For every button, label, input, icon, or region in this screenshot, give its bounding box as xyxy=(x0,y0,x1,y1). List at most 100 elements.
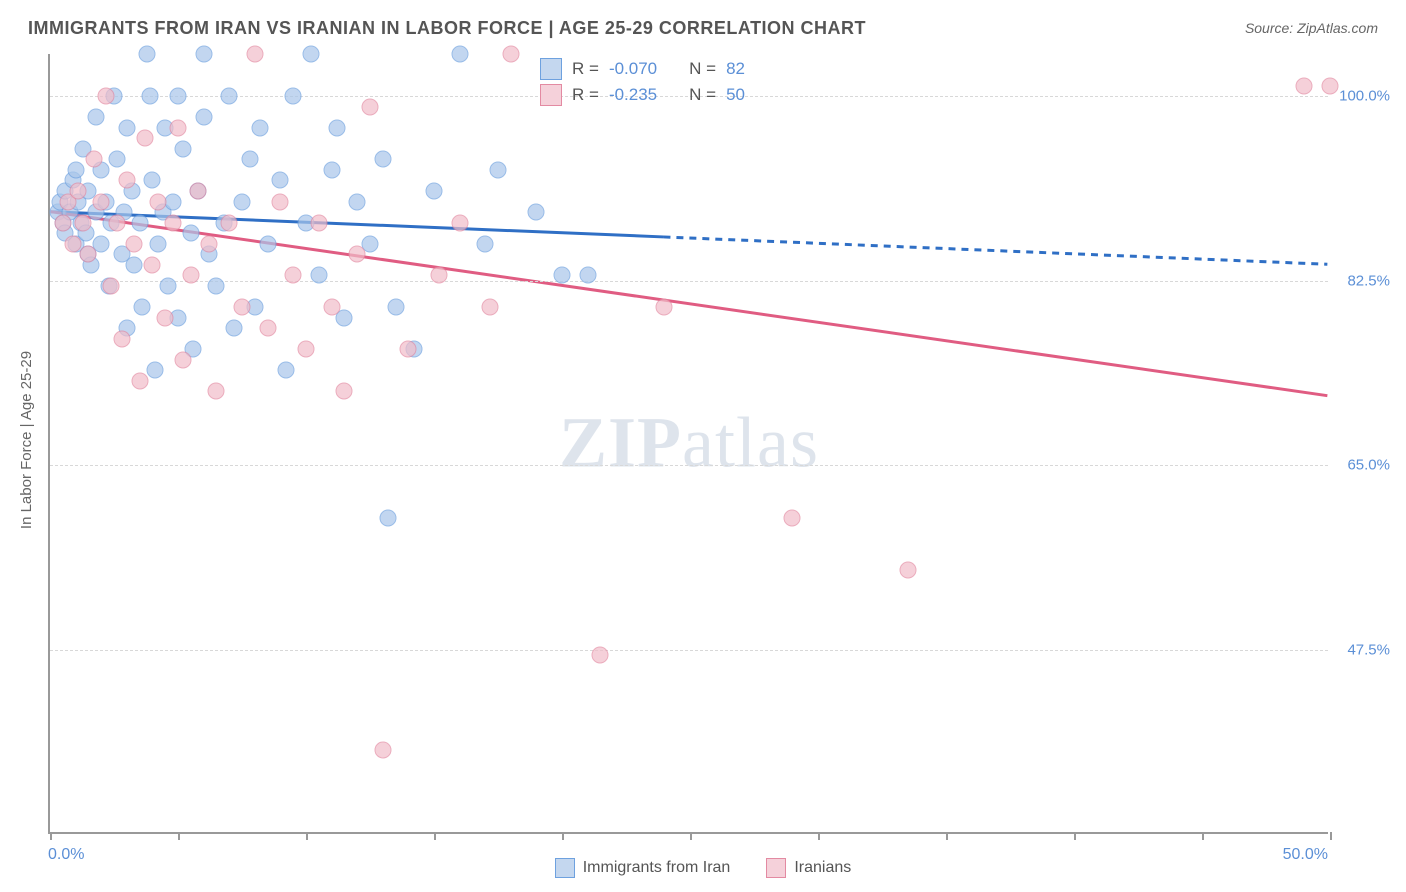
data-point xyxy=(139,46,156,63)
r-value: -0.235 xyxy=(609,85,657,105)
data-point xyxy=(70,183,87,200)
data-point xyxy=(93,193,110,210)
data-point xyxy=(195,109,212,126)
gridline xyxy=(50,650,1328,651)
legend-stats: R =-0.070N =82R =-0.235N =50 xyxy=(540,58,745,110)
data-point xyxy=(80,246,97,263)
data-point xyxy=(502,46,519,63)
x-tick xyxy=(946,832,948,840)
data-point xyxy=(379,509,396,526)
data-point xyxy=(387,298,404,315)
r-label: R = xyxy=(572,85,599,105)
data-point xyxy=(98,88,115,105)
data-point xyxy=(67,161,84,178)
data-point xyxy=(259,235,276,252)
data-point xyxy=(431,267,448,284)
x-tick xyxy=(306,832,308,840)
data-point xyxy=(136,130,153,147)
data-point xyxy=(554,267,571,284)
data-point xyxy=(113,330,130,347)
data-point xyxy=(221,88,238,105)
plot-area: ZIPatlas 100.0%82.5%65.0%47.5% xyxy=(48,54,1328,834)
data-point xyxy=(146,362,163,379)
data-point xyxy=(336,383,353,400)
data-point xyxy=(164,193,181,210)
data-point xyxy=(131,214,148,231)
data-point xyxy=(241,151,258,168)
legend-stat-row: R = -0.235 N = 50 xyxy=(540,84,745,106)
r-label: R = xyxy=(572,59,599,79)
data-point xyxy=(323,161,340,178)
data-point xyxy=(131,372,148,389)
y-axis-title: In Labor Force | Age 25-29 xyxy=(18,351,35,529)
data-point xyxy=(118,119,135,136)
data-point xyxy=(246,46,263,63)
data-point xyxy=(208,383,225,400)
y-tick-label: 47.5% xyxy=(1347,641,1390,658)
x-tick xyxy=(434,832,436,840)
legend-swatch xyxy=(555,858,575,878)
data-point xyxy=(899,562,916,579)
data-point xyxy=(85,151,102,168)
data-point xyxy=(272,172,289,189)
source-label: Source: xyxy=(1245,20,1293,36)
data-point xyxy=(118,172,135,189)
gridline xyxy=(50,281,1328,282)
data-point xyxy=(426,183,443,200)
data-point xyxy=(656,298,673,315)
x-tick xyxy=(562,832,564,840)
data-point xyxy=(298,341,315,358)
data-point xyxy=(362,98,379,115)
data-point xyxy=(170,119,187,136)
legend-label: Immigrants from Iran xyxy=(583,859,731,877)
x-tick xyxy=(178,832,180,840)
x-tick xyxy=(1330,832,1332,840)
data-point xyxy=(200,235,217,252)
data-point xyxy=(310,214,327,231)
data-point xyxy=(144,172,161,189)
data-point xyxy=(149,235,166,252)
data-point xyxy=(195,46,212,63)
data-point xyxy=(144,256,161,273)
n-value: 50 xyxy=(726,85,745,105)
data-point xyxy=(451,46,468,63)
data-point xyxy=(328,119,345,136)
data-point xyxy=(374,741,391,758)
data-point xyxy=(1322,77,1339,94)
data-point xyxy=(490,161,507,178)
data-point xyxy=(310,267,327,284)
data-point xyxy=(1296,77,1313,94)
data-point xyxy=(54,214,71,231)
data-point xyxy=(349,193,366,210)
x-tick xyxy=(1202,832,1204,840)
gridline xyxy=(50,465,1328,466)
data-point xyxy=(784,509,801,526)
legend-item: Iranians xyxy=(766,858,851,878)
legend-item: Immigrants from Iran xyxy=(555,858,731,878)
y-tick-label: 82.5% xyxy=(1347,272,1390,289)
data-point xyxy=(303,46,320,63)
data-point xyxy=(65,235,82,252)
data-point xyxy=(108,151,125,168)
data-point xyxy=(149,193,166,210)
n-value: 82 xyxy=(726,59,745,79)
data-point xyxy=(75,214,92,231)
data-point xyxy=(175,140,192,157)
data-point xyxy=(208,277,225,294)
data-point xyxy=(175,351,192,368)
legend-swatch xyxy=(540,58,562,80)
x-tick xyxy=(1074,832,1076,840)
legend-series: Immigrants from Iran Iranians xyxy=(0,858,1406,883)
regression-line xyxy=(663,237,1327,264)
data-point xyxy=(134,298,151,315)
data-point xyxy=(221,214,238,231)
data-point xyxy=(251,119,268,136)
y-tick-label: 65.0% xyxy=(1347,457,1390,474)
data-point xyxy=(126,256,143,273)
data-point xyxy=(141,88,158,105)
n-label: N = xyxy=(689,85,716,105)
data-point xyxy=(477,235,494,252)
x-tick xyxy=(690,832,692,840)
data-point xyxy=(259,320,276,337)
data-point xyxy=(349,246,366,263)
